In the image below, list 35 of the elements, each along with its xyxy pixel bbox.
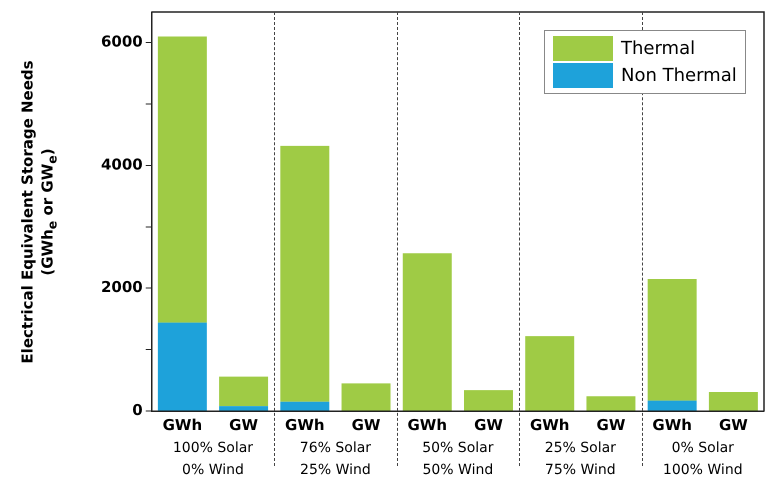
x-tick-label: GWh <box>285 416 325 434</box>
legend-label: Non Thermal <box>621 65 737 86</box>
text: 50% Solar 50% Wind <box>421 439 494 480</box>
bar <box>219 406 268 410</box>
bar <box>708 392 758 410</box>
text: 76% Solar 25% Wind <box>298 439 372 480</box>
bar <box>648 400 697 410</box>
x-tick-label: GW <box>718 416 748 434</box>
bar <box>525 336 574 410</box>
bar <box>219 376 268 406</box>
bar <box>464 390 513 410</box>
x-tick-label: GW <box>352 416 381 434</box>
x-tick-label: GW <box>229 416 258 434</box>
bar <box>280 146 330 402</box>
x-tick-label: GWh <box>162 416 202 434</box>
bar <box>402 253 452 410</box>
y-tick-label: 4000 <box>101 155 143 174</box>
y-tick-label: 2000 <box>101 278 143 296</box>
bar <box>158 36 207 323</box>
bar <box>648 279 697 401</box>
x-tick-label: GWh <box>652 416 692 434</box>
x-tick-label: GWh <box>530 416 570 434</box>
x-tick-label: GW <box>474 416 504 434</box>
legend-label: Thermal <box>621 38 696 59</box>
x-tick-label: GWh <box>407 416 448 434</box>
bar <box>158 322 207 410</box>
bar <box>280 402 330 410</box>
text: 25% Solar 75% Wind <box>544 439 617 480</box>
text: 100% Solar 0% Wind <box>172 439 254 480</box>
y-tick-label: 0 <box>132 400 143 419</box>
x-tick-label: GW <box>596 416 626 434</box>
y-tick-label: 6000 <box>101 32 143 51</box>
bar <box>342 383 391 410</box>
bar <box>586 396 636 410</box>
text: 0% Solar 100% Wind <box>662 439 744 480</box>
